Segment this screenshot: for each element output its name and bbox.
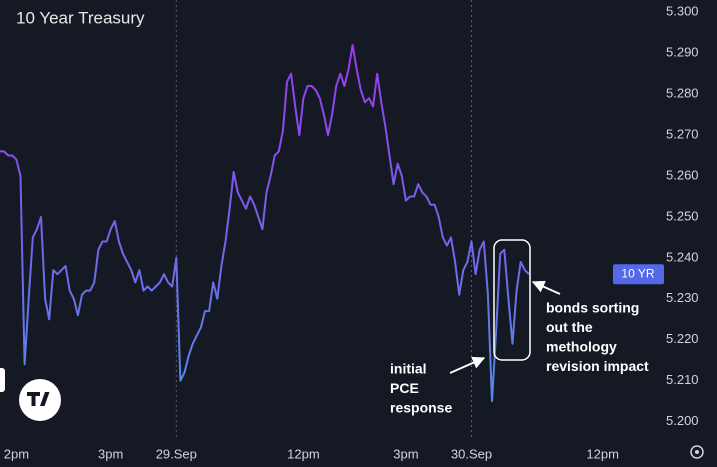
side-handle: [0, 368, 5, 392]
x-tick-label: 2pm: [4, 446, 29, 461]
annotation: out the: [546, 319, 593, 335]
arrow: [449, 356, 486, 374]
y-tick-label: 5.270: [666, 127, 699, 142]
y-tick-label: 5.280: [666, 86, 699, 101]
y-tick-label: 5.220: [666, 331, 699, 346]
y-tick-label: 5.240: [666, 249, 699, 264]
settings-icon-center: [695, 450, 699, 454]
logo-mark: [27, 392, 50, 406]
y-tick-label: 5.260: [666, 167, 699, 182]
annotation: initial: [390, 361, 427, 377]
arrow: [531, 280, 561, 295]
chart-title: 10 Year Treasury: [16, 8, 145, 27]
y-tick-label: 5.210: [666, 372, 699, 387]
y-tick-label: 5.230: [666, 290, 699, 305]
annotation: bonds sorting: [546, 300, 639, 316]
y-tick-label: 5.200: [666, 413, 699, 428]
plot: 5.200 5.210 5.220 5.230 5.240 5.250 5.260 5.270…: [0, 0, 699, 461]
x-tick-label: 3pm: [393, 446, 418, 461]
highlight-box: [493, 239, 531, 361]
x-tick-label: 29.Sep: [156, 446, 197, 461]
last-value-badge: [613, 264, 664, 285]
y-tick-label: 5.290: [666, 45, 699, 60]
annotation: revision impact: [546, 358, 649, 374]
y-tick-label: 5.300: [666, 4, 699, 19]
annotation: PCE: [390, 380, 419, 396]
logo: [19, 379, 61, 421]
series-line: [0, 44, 530, 403]
x-tick-label: 12pm: [586, 446, 619, 461]
annotation: response: [390, 400, 452, 416]
annotation: methology: [546, 339, 617, 355]
x-tick-label: 30.Sep: [451, 446, 492, 461]
x-tick-label: 3pm: [98, 446, 123, 461]
series-name: 10 YR: [621, 266, 654, 280]
y-tick-label: 5.250: [666, 208, 699, 223]
settings-icon[interactable]: [690, 445, 704, 459]
x-tick-label: 12pm: [287, 446, 320, 461]
